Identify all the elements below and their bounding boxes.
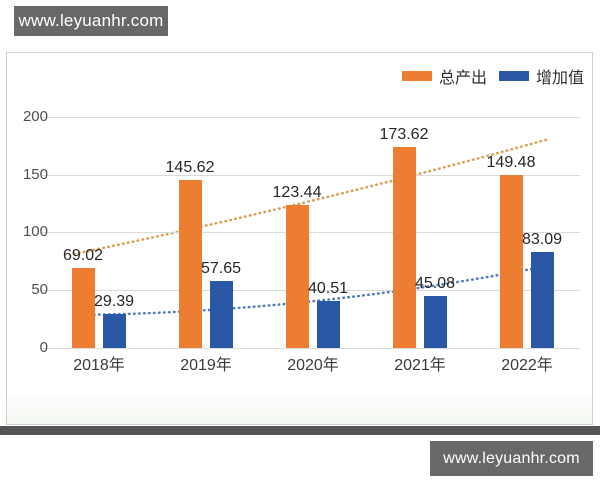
panel-shadow-strip bbox=[0, 426, 600, 435]
x-tick-label-2022年: 2022年 bbox=[501, 357, 553, 374]
y-tick-label-150: 150 bbox=[22, 166, 48, 183]
bar-value-label-series0-2018年: 69.02 bbox=[62, 247, 104, 264]
bar-value-label-series0-2021年: 173.62 bbox=[379, 126, 429, 143]
bar-series0-2022年 bbox=[500, 175, 523, 348]
bar-value-label-series1-2018年: 29.39 bbox=[93, 293, 135, 310]
y-tick-label-100: 100 bbox=[22, 223, 48, 240]
gridline-50 bbox=[42, 290, 580, 291]
bar-series1-2021年 bbox=[424, 296, 447, 348]
legend-label: 总产出 bbox=[438, 70, 487, 87]
bar-value-label-series0-2020年: 123.44 bbox=[272, 184, 322, 201]
bar-value-label-series1-2019年: 57.65 bbox=[200, 260, 242, 277]
watermark-top: www.leyuanhr.com bbox=[14, 6, 168, 36]
legend-item-0: 总产出 bbox=[401, 64, 487, 88]
y-tick-label-200: 200 bbox=[22, 108, 48, 125]
x-tick-label-2018年: 2018年 bbox=[73, 357, 125, 374]
gridline-150 bbox=[42, 175, 580, 176]
bar-value-label-series0-2019年: 145.62 bbox=[165, 159, 215, 176]
watermark-bottom: www.leyuanhr.com bbox=[430, 441, 593, 476]
bar-value-label-series0-2022年: 149.48 bbox=[486, 154, 536, 171]
y-tick-label-0: 0 bbox=[39, 339, 48, 356]
bar-series1-2018年 bbox=[103, 314, 126, 348]
bar-series1-2020年 bbox=[317, 301, 340, 348]
legend-label: 增加值 bbox=[535, 70, 584, 87]
legend: 总产出 增加值 bbox=[401, 64, 584, 88]
legend-swatch-icon bbox=[498, 71, 529, 81]
y-tick-label-50: 50 bbox=[31, 281, 48, 298]
bar-value-label-series1-2022年: 83.09 bbox=[521, 231, 563, 248]
bar-value-label-series1-2021年: 45.08 bbox=[414, 275, 456, 292]
x-tick-label-2019年: 2019年 bbox=[180, 357, 232, 374]
gridline-0 bbox=[42, 348, 580, 349]
bar-series0-2021年 bbox=[393, 147, 416, 348]
bar-series1-2022年 bbox=[531, 252, 554, 348]
legend-swatch-icon bbox=[401, 71, 432, 81]
bar-series0-2020年 bbox=[286, 205, 309, 348]
x-tick-label-2020年: 2020年 bbox=[287, 357, 339, 374]
bar-series0-2018年 bbox=[72, 268, 95, 348]
bar-series1-2019年 bbox=[210, 281, 233, 348]
bar-series0-2019年 bbox=[179, 180, 202, 348]
gridline-200 bbox=[42, 117, 580, 118]
x-tick-label-2021年: 2021年 bbox=[394, 357, 446, 374]
legend-item-1: 增加值 bbox=[498, 64, 584, 88]
bar-value-label-series1-2020年: 40.51 bbox=[307, 280, 349, 297]
gridline-100 bbox=[42, 232, 580, 233]
